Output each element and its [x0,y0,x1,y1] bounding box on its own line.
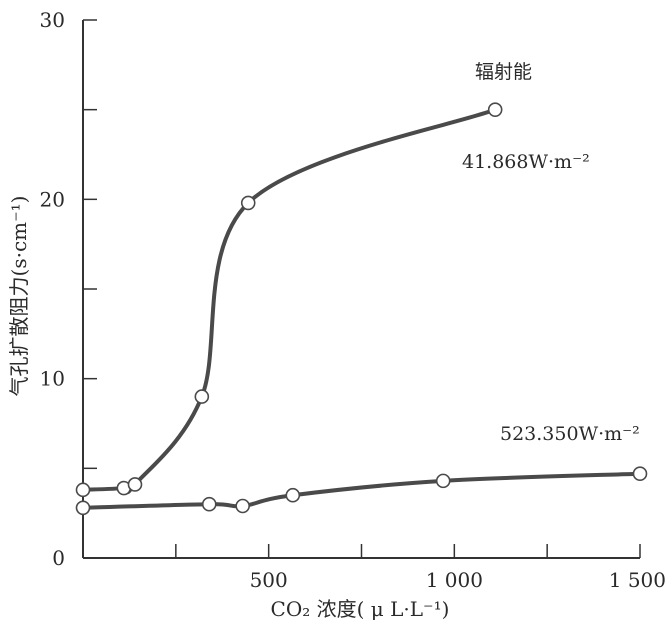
x-tick-label: 1 500 [609,568,666,592]
data-point [240,195,256,211]
data-point [285,487,301,503]
annotation-low-radiation: 523.350W·m⁻² [500,423,640,445]
data-point [127,477,143,492]
series-line-2 [81,471,642,510]
x-tick-label: 500 [250,568,288,592]
y-tick-label: 30 [40,8,65,32]
axes: 0 10 20 30 500 1 000 1 500 [40,8,666,592]
annotation-radiation: 辐射能 [475,61,532,83]
x-tick-label: 1 000 [426,568,483,592]
data-point [75,500,91,516]
data-point [235,498,250,514]
data-point [201,496,217,512]
data-point [435,473,451,489]
y-axis-label: 气孔扩散阻力(s·cm⁻¹) [7,196,31,397]
annotation-high-radiation: 41.868W·m⁻² [462,151,590,173]
y-tick-label: 10 [40,367,65,391]
data-point [194,389,210,404]
y-tick-label: 20 [40,187,65,211]
data-point [487,102,503,117]
data-point [632,466,648,482]
data-point [75,482,91,498]
series-line-1 [81,107,498,495]
y-tick-label: 0 [52,546,65,570]
x-axis-label: CO₂ 浓度( μ L·L⁻¹) [271,597,450,621]
series-layer [75,102,648,516]
